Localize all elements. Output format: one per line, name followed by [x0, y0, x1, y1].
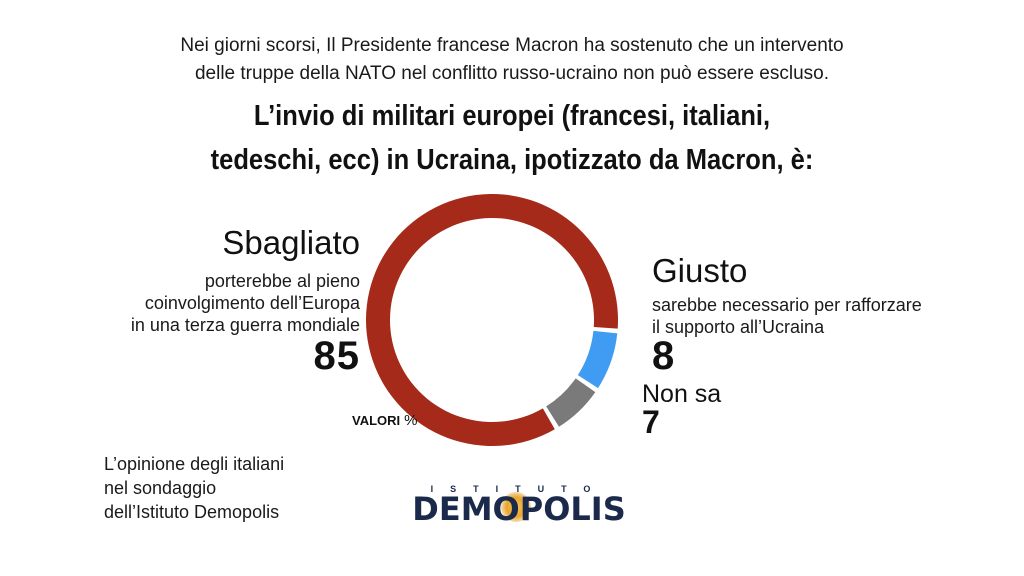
source-line-3: dell’Istituto Demopolis	[104, 502, 280, 522]
label-giusto-name: Giusto	[652, 252, 748, 289]
label-sbagliato-value: 85	[313, 334, 360, 378]
slice-giusto	[577, 330, 618, 389]
question-title: L’invio di militari europei (francesi, i…	[61, 94, 962, 182]
source-note: L’opinione degli italiani nel sondaggio …	[104, 452, 284, 524]
sbagliato-desc-line-3: in una terza guerra mondiale	[130, 315, 360, 335]
sbagliato-desc-line-2: coinvolgimento dell’Europa	[144, 293, 360, 313]
label-nonsa-name: Non sa	[642, 380, 722, 408]
giusto-desc-line-2: il supporto all’Ucraina	[652, 317, 825, 337]
sbagliato-desc-line-1: porterebbe al pieno	[204, 271, 360, 291]
demopolis-logo: ISTITUTO DEMOPOLIS	[396, 484, 642, 528]
label-sbagliato-name: Sbagliato	[222, 224, 360, 261]
source-line-2: nel sondaggio	[104, 478, 217, 498]
logo-main-text: DEMOPOLIS	[412, 490, 626, 528]
label-sbagliato-description: porterebbe al pieno coinvolgimento dell’…	[131, 270, 360, 336]
label-nonsa-value: 7	[642, 404, 660, 440]
units-symbol: %	[404, 412, 418, 429]
question-line-1: L’invio di militari europei (francesi, i…	[253, 100, 771, 132]
label-giusto-value: 8	[652, 334, 676, 378]
giusto-desc-line-1: sarebbe necessario per rafforzare	[652, 295, 922, 315]
units-label: VALORI%	[352, 412, 418, 429]
intro-text: Nei giorni scorsi, Il Presidente frances…	[0, 32, 1024, 88]
slice-nonsa	[546, 378, 596, 427]
label-giusto-description: sarebbe necessario per rafforzare il sup…	[652, 294, 922, 338]
donut-chart	[366, 194, 618, 447]
logo-top-text: ISTITUTO	[430, 484, 608, 494]
intro-line-2: delle truppe della NATO nel conflitto ru…	[194, 63, 830, 84]
question-line-2: tedeschi, ecc) in Ucraina, ipotizzato da…	[210, 144, 814, 176]
intro-line-1: Nei giorni scorsi, Il Presidente frances…	[180, 35, 844, 56]
units-text: VALORI	[352, 413, 401, 428]
logo-sun-icon	[501, 492, 531, 522]
source-line-1: L’opinione degli italiani	[104, 454, 285, 474]
